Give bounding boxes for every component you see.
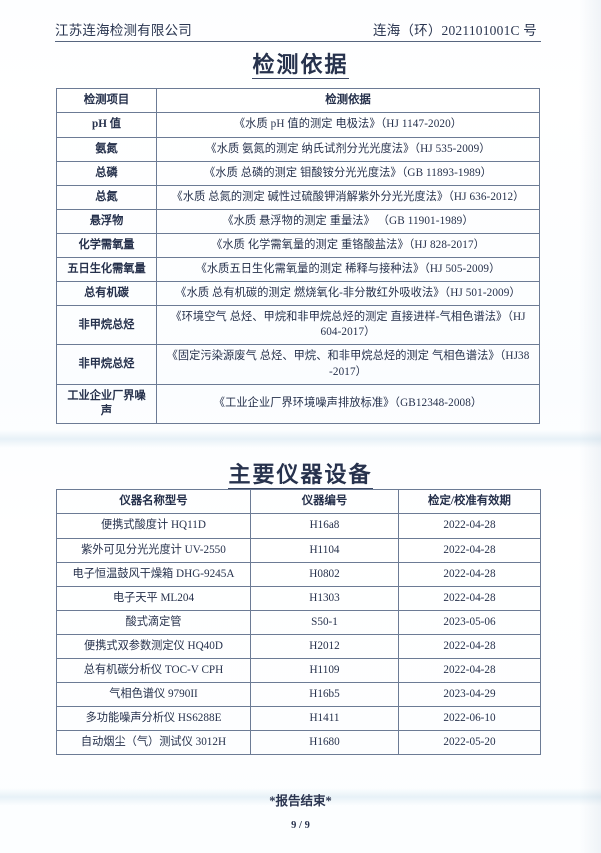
test-basis-cell: 《固定污染源废气 总烃、甲烷、和非甲烷总烃的测定 气相色谱法》（HJ38 -20… (156, 344, 540, 385)
instrument-no-cell: H0802 (250, 561, 399, 587)
section-title-basis: 检测依据 (0, 47, 601, 79)
table-row: 总有机碳分析仪 TOC-V CPH H1109 2022-04-28 (56, 658, 541, 684)
column-header-basis: 检测依据 (156, 87, 540, 114)
test-item-cell: 非甲烷总烃 (56, 305, 157, 346)
test-basis-cell: 《水质 总氮的测定 碱性过硫酸钾消解紫外分光光度法》（HJ 636-2012） (156, 184, 540, 210)
test-item-cell: 五日生化需氧量 (56, 257, 157, 283)
table-row: 电子天平 ML204 H1303 2022-04-28 (56, 585, 541, 611)
valid-date-cell: 2023-04-29 (398, 682, 541, 708)
valid-date-cell: 2023-05-06 (398, 609, 541, 635)
valid-date-cell: 2022-04-28 (398, 585, 541, 611)
column-header-valid-date: 检定/校准有效期 (398, 488, 541, 515)
equipment-table: 仪器名称型号 仪器编号 检定/校准有效期 便携式酸度计 HQ11D H16a8 20… (56, 488, 541, 756)
instrument-name-cell: 自动烟尘（气）测试仪 3012H (56, 730, 251, 756)
instrument-name-cell: 便携式酸度计 HQ11D (56, 513, 251, 539)
instrument-name-cell: 多功能噪声分析仪 HS6288E (56, 706, 251, 732)
test-basis-cell: 《水质五日生化需氧量的测定 稀释与接种法》（HJ 505-2009） (156, 257, 540, 283)
table-row: 非甲烷总烃 《固定污染源废气 总烃、甲烷、和非甲烷总烃的测定 气相色谱法》（HJ3… (56, 344, 540, 385)
table-row: 氨氮 《水质 氨氮的测定 纳氏试剂分光光度法》（HJ 535-2009） (56, 136, 540, 162)
test-item-cell: 化学需氧量 (56, 232, 157, 259)
valid-date-cell: 2022-04-28 (398, 537, 541, 563)
table-row: 总有机碳 《水质 总有机碳的测定 燃烧氧化-非分散红外吸收法》（HJ 501-20… (56, 281, 540, 307)
test-basis-table: 检测项目 检测依据 pH 值《水质 pH 值的测定 电极法》（HJ 1147-2… (56, 87, 540, 424)
table-row: 自动烟尘（气）测试仪 3012H H1680 2022-05-20 (56, 730, 541, 756)
section-title-basis-text: 检测依据 (252, 52, 349, 79)
valid-date-cell: 2022-04-28 (398, 561, 541, 587)
column-header-item: 检测项目 (56, 87, 157, 114)
column-header-instrument-no: 仪器编号 (250, 488, 399, 515)
instrument-name-cell: 便携式双参数测定仪 HQ40D (56, 633, 251, 660)
test-item-cell: 工业企业厂界噪声 (56, 383, 157, 424)
instrument-name-cell: 电子天平 ML204 (56, 585, 251, 611)
test-basis-cell: 《水质 氨氮的测定 纳氏试剂分光光度法》（HJ 535-2009） (156, 136, 540, 162)
table-row: 紫外可见分光光度计 UV-2550 H1104 2022-04-28 (56, 537, 541, 563)
instrument-name-cell: 气相色谱仪 9790II (56, 682, 251, 708)
test-basis-cell: 《水质 总磷的测定 钼酸铵分光光度法》（GB 11893-1989） (156, 160, 540, 186)
page-number: 9 / 9 (291, 820, 310, 831)
instrument-name-cell: 电子恒温鼓风干燥箱 DHG-9245A (56, 561, 251, 587)
instrument-no-cell: H1411 (250, 706, 399, 732)
report-number: 连海（环）2021101001C 号 (373, 23, 537, 38)
report-end-marker: *报告结束* (269, 794, 332, 808)
valid-date-cell: 2022-04-28 (398, 633, 541, 660)
table-row: pH 值《水质 pH 值的测定 电极法》（HJ 1147-2020） (56, 112, 540, 138)
test-basis-cell: 《水质 总有机碳的测定 燃烧氧化-非分散红外吸收法》（HJ 501-2009） (156, 281, 540, 307)
instrument-no-cell: H1109 (250, 658, 399, 684)
instrument-no-cell: H1104 (250, 537, 399, 563)
company-name: 江苏连海检测有限公司 (55, 23, 192, 38)
test-item-cell: 氨氮 (56, 136, 157, 162)
instrument-name-cell: 总有机碳分析仪 TOC-V CPH (56, 658, 251, 684)
test-item-cell: 总氮 (56, 184, 157, 210)
table-header-row: 检测项目 检测依据 (56, 87, 540, 114)
instrument-no-cell: H1303 (250, 585, 399, 611)
valid-date-cell: 2022-06-10 (398, 706, 541, 732)
table-row: 五日生化需氧量 《水质五日生化需氧量的测定 稀释与接种法》（HJ 505-2009… (56, 257, 540, 283)
test-item-cell: pH 值 (56, 112, 157, 138)
table-header-row: 仪器名称型号 仪器编号 检定/校准有效期 (56, 488, 541, 515)
instrument-no-cell: H16a8 (250, 513, 399, 539)
column-header-instrument-name: 仪器名称型号 (56, 488, 251, 515)
valid-date-cell: 2022-04-28 (398, 658, 541, 684)
table-row: 悬浮物 《水质 悬浮物的测定 重量法》 （GB 11901-1989） (56, 208, 540, 234)
document-header: 江苏连海检测有限公司 连海（环）2021101001C 号 (55, 19, 541, 42)
table-row: 总磷 《水质 总磷的测定 钼酸铵分光光度法》（GB 11893-1989） (56, 160, 540, 186)
test-item-cell: 总有机碳 (56, 281, 157, 307)
page-edge-shadow (579, 0, 601, 853)
table-row: 化学需氧量 《水质 化学需氧量的测定 重铬酸盐法》（HJ 828-2017） (56, 232, 540, 259)
test-basis-cell: 《水质 悬浮物的测定 重量法》 （GB 11901-1989） (156, 208, 540, 234)
test-item-cell: 悬浮物 (56, 208, 157, 234)
section-title-equipment-text: 主要仪器设备 (228, 462, 373, 489)
table-row: 总氮 《水质 总氮的测定 碱性过硫酸钾消解紫外分光光度法》（HJ 636-2012… (56, 184, 540, 210)
scan-artifact-band (0, 430, 601, 448)
table-row: 工业企业厂界噪声 《工业企业厂界环境噪声排放标准》（GB12348-2008） (56, 383, 540, 424)
instrument-no-cell: H16b5 (250, 682, 399, 708)
table-row: 酸式滴定管 S50-1 2023-05-06 (56, 609, 541, 635)
section-title-equipment: 主要仪器设备 (0, 457, 601, 489)
table-row: 多功能噪声分析仪 HS6288E H1411 2022-06-10 (56, 706, 541, 732)
valid-date-cell: 2022-04-28 (398, 513, 541, 539)
test-basis-cell: 《环境空气 总烃、甲烷和非甲烷总烃的测定 直接进样-气相色谱法》（HJ 604-… (156, 305, 540, 346)
test-item-cell: 非甲烷总烃 (56, 344, 157, 385)
test-item-cell: 总磷 (56, 160, 157, 186)
test-basis-cell: 《水质 pH 值的测定 电极法》（HJ 1147-2020） (156, 112, 540, 138)
test-basis-cell: 《工业企业厂界环境噪声排放标准》（GB12348-2008） (156, 383, 540, 424)
instrument-name-cell: 酸式滴定管 (56, 609, 251, 635)
table-row: 电子恒温鼓风干燥箱 DHG-9245A H0802 2022-04-28 (56, 561, 541, 587)
test-basis-cell: 《水质 化学需氧量的测定 重铬酸盐法》（HJ 828-2017） (156, 232, 540, 259)
table-row: 便携式双参数测定仪 HQ40D H2012 2022-04-28 (56, 633, 541, 660)
instrument-no-cell: H2012 (250, 633, 399, 660)
instrument-no-cell: S50-1 (250, 609, 399, 635)
valid-date-cell: 2022-05-20 (398, 730, 541, 756)
table-row: 便携式酸度计 HQ11D H16a8 2022-04-28 (56, 513, 541, 539)
instrument-name-cell: 紫外可见分光光度计 UV-2550 (56, 537, 251, 563)
instrument-no-cell: H1680 (250, 730, 399, 756)
table-row: 气相色谱仪 9790II H16b5 2023-04-29 (56, 682, 541, 708)
table-row: 非甲烷总烃 《环境空气 总烃、甲烷和非甲烷总烃的测定 直接进样-气相色谱法》（HJ… (56, 305, 540, 346)
